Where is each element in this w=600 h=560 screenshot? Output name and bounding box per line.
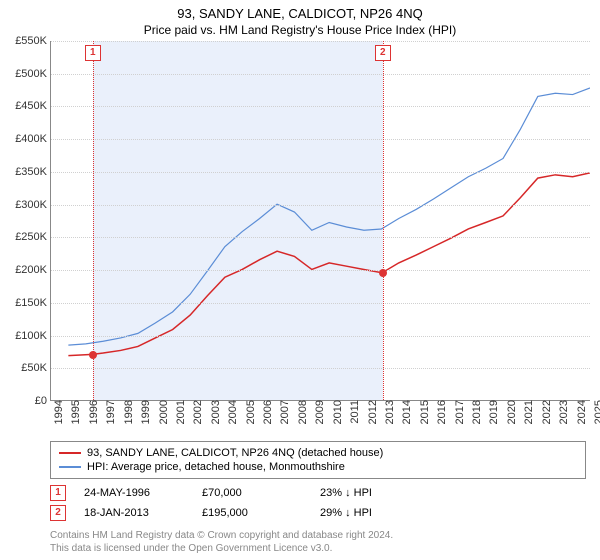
y-axis-label: £350K xyxy=(15,166,51,178)
x-axis-label: 2001 xyxy=(173,400,187,424)
x-axis-label: 2022 xyxy=(539,400,553,424)
y-gridline xyxy=(51,139,590,140)
y-gridline xyxy=(51,106,590,107)
x-axis-label: 2014 xyxy=(399,400,413,424)
x-axis-label: 2009 xyxy=(312,400,326,424)
y-axis-label: £250K xyxy=(15,231,51,243)
legend: 93, SANDY LANE, CALDICOT, NP26 4NQ (deta… xyxy=(50,441,586,479)
x-axis-label: 1995 xyxy=(68,400,82,424)
x-axis-label: 1998 xyxy=(121,400,135,424)
chart-container: 93, SANDY LANE, CALDICOT, NP26 4NQ Price… xyxy=(0,0,600,560)
x-axis-label: 2002 xyxy=(190,400,204,424)
sale-marker-box: 1 xyxy=(85,45,101,61)
legend-row: 93, SANDY LANE, CALDICOT, NP26 4NQ (deta… xyxy=(59,446,577,460)
legend-label: 93, SANDY LANE, CALDICOT, NP26 4NQ (deta… xyxy=(87,447,383,459)
sale-index: 1 xyxy=(50,485,66,501)
x-axis-label: 2008 xyxy=(295,400,309,424)
footer-line: Contains HM Land Registry data © Crown c… xyxy=(50,529,586,542)
y-axis-label: £500K xyxy=(15,68,51,80)
y-gridline xyxy=(51,41,590,42)
x-axis-label: 2020 xyxy=(504,400,518,424)
sale-vline xyxy=(383,41,384,400)
x-axis-label: 2015 xyxy=(417,400,431,424)
sale-delta: 29% ↓ HPI xyxy=(320,507,420,519)
y-axis-label: £200K xyxy=(15,264,51,276)
y-gridline xyxy=(51,237,590,238)
legend-row: HPI: Average price, detached house, Monm… xyxy=(59,460,577,474)
y-gridline xyxy=(51,303,590,304)
x-axis-label: 2013 xyxy=(382,400,396,424)
x-axis-label: 2005 xyxy=(243,400,257,424)
y-axis-label: £450K xyxy=(15,100,51,112)
sale-price: £195,000 xyxy=(202,507,302,519)
sale-price: £70,000 xyxy=(202,487,302,499)
x-axis-label: 2007 xyxy=(277,400,291,424)
x-axis-label: 1996 xyxy=(86,400,100,424)
x-axis-label: 2006 xyxy=(260,400,274,424)
sale-dot xyxy=(379,269,387,277)
x-axis-label: 2012 xyxy=(365,400,379,424)
x-axis-label: 2023 xyxy=(556,400,570,424)
legend-swatch xyxy=(59,452,81,454)
x-axis-label: 1999 xyxy=(138,400,152,424)
chart-subtitle: Price paid vs. HM Land Registry's House … xyxy=(0,21,600,41)
x-axis-label: 1994 xyxy=(51,400,65,424)
chart-title: 93, SANDY LANE, CALDICOT, NP26 4NQ xyxy=(0,0,600,21)
y-gridline xyxy=(51,205,590,206)
y-axis-label: £400K xyxy=(15,133,51,145)
sale-date: 24-MAY-1996 xyxy=(84,487,184,499)
x-axis-label: 2003 xyxy=(208,400,222,424)
x-axis-label: 2016 xyxy=(434,400,448,424)
x-axis-label: 2004 xyxy=(225,400,239,424)
x-axis-label: 2017 xyxy=(452,400,466,424)
chart-area: £0£50K£100K£150K£200K£250K£300K£350K£400… xyxy=(50,41,590,401)
y-gridline xyxy=(51,172,590,173)
series-hpi xyxy=(68,88,590,345)
sale-marker-box: 2 xyxy=(375,45,391,61)
sale-row: 1 24-MAY-1996 £70,000 23% ↓ HPI xyxy=(50,483,586,503)
sale-row: 2 18-JAN-2013 £195,000 29% ↓ HPI xyxy=(50,503,586,523)
y-axis-label: £150K xyxy=(15,297,51,309)
x-axis-label: 2010 xyxy=(330,400,344,424)
x-axis-label: 2018 xyxy=(469,400,483,424)
x-axis-label: 2025 xyxy=(591,400,600,424)
y-gridline xyxy=(51,270,590,271)
sale-vline xyxy=(93,41,94,400)
y-gridline xyxy=(51,368,590,369)
y-gridline xyxy=(51,336,590,337)
y-gridline xyxy=(51,74,590,75)
y-axis-label: £50K xyxy=(21,362,51,374)
legend-label: HPI: Average price, detached house, Monm… xyxy=(87,461,345,473)
sale-index: 2 xyxy=(50,505,66,521)
y-axis-label: £0 xyxy=(35,395,51,407)
x-axis-label: 2024 xyxy=(574,400,588,424)
x-axis-label: 2000 xyxy=(156,400,170,424)
y-axis-label: £100K xyxy=(15,330,51,342)
sales-table: 1 24-MAY-1996 £70,000 23% ↓ HPI 2 18-JAN-2013… xyxy=(50,483,586,523)
plot: £0£50K£100K£150K£200K£250K£300K£350K£400… xyxy=(50,41,590,401)
footer-line: This data is licensed under the Open Gov… xyxy=(50,542,586,555)
sale-dot xyxy=(89,351,97,359)
x-axis-label: 2019 xyxy=(486,400,500,424)
legend-swatch xyxy=(59,466,81,468)
x-axis-label: 2021 xyxy=(521,400,535,424)
x-axis-label: 1997 xyxy=(103,400,117,424)
x-axis-label: 2011 xyxy=(347,400,361,424)
footer: Contains HM Land Registry data © Crown c… xyxy=(50,529,586,555)
y-axis-label: £300K xyxy=(15,199,51,211)
y-axis-label: £550K xyxy=(15,35,51,47)
sale-date: 18-JAN-2013 xyxy=(84,507,184,519)
sale-delta: 23% ↓ HPI xyxy=(320,487,420,499)
line-layer xyxy=(51,41,590,400)
